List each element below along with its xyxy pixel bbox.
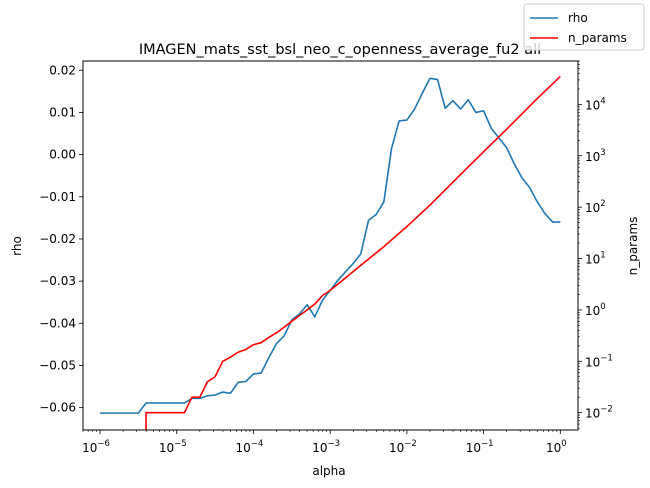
x-tick-label-6: 100 [546, 439, 567, 455]
x-axis-label: alpha [312, 464, 345, 478]
n-params-series-layer [145, 75, 561, 430]
y2-tick-label-2: 100 [585, 302, 606, 318]
y-tick-label-4: −0.02 [39, 232, 76, 246]
legend: rho n_params [523, 3, 645, 51]
x-tick-label-1: 10−5 [159, 439, 187, 455]
y-axis-left-label: rho [10, 236, 24, 256]
y-tick-label-6: −0.04 [39, 316, 76, 330]
y-tick-label-7: −0.05 [39, 358, 76, 372]
y-axis-right: 10−2 10−1 100 101 102 103 104 [578, 60, 613, 429]
chart-title: IMAGEN_mats_sst_bsl_neo_c_openness_avera… [139, 42, 541, 58]
y2-tick-label-0: 10−2 [585, 405, 613, 421]
legend-label-rho: rho [568, 11, 588, 25]
y-axis-right-label: n_params [626, 217, 640, 276]
x-axis: 10−6 10−5 10−4 10−3 10−2 10−1 100 [82, 430, 567, 455]
y2-tick-label-5: 103 [585, 148, 606, 164]
plot-area [100, 75, 561, 430]
y2-tick-label-3: 101 [585, 251, 606, 267]
y-tick-label-3: −0.01 [39, 190, 76, 204]
y-tick-label-2: 0.00 [49, 148, 76, 162]
series-line-n-params [145, 75, 561, 430]
y2-tick-label-6: 104 [585, 96, 606, 112]
y2-tick-label-1: 10−1 [585, 353, 613, 369]
y-tick-label-8: −0.06 [39, 401, 76, 415]
legend-label-n-params: n_params [568, 31, 627, 45]
x-tick-label-0: 10−6 [82, 439, 110, 455]
y-tick-label-1: 0.01 [49, 105, 76, 119]
x-tick-label-2: 10−4 [236, 439, 264, 455]
y-tick-label-5: −0.03 [39, 274, 76, 288]
y-axis-left: 0.02 0.01 0.00 −0.01 −0.02 −0.03 −0.04 −0.05 −0.… [39, 63, 83, 415]
y2-tick-label-4: 102 [585, 199, 606, 215]
y-tick-label-0: 0.02 [49, 63, 76, 77]
x-tick-label-3: 10−3 [312, 439, 340, 455]
x-tick-label-4: 10−2 [389, 439, 417, 455]
x-tick-label-5: 10−1 [466, 439, 494, 455]
